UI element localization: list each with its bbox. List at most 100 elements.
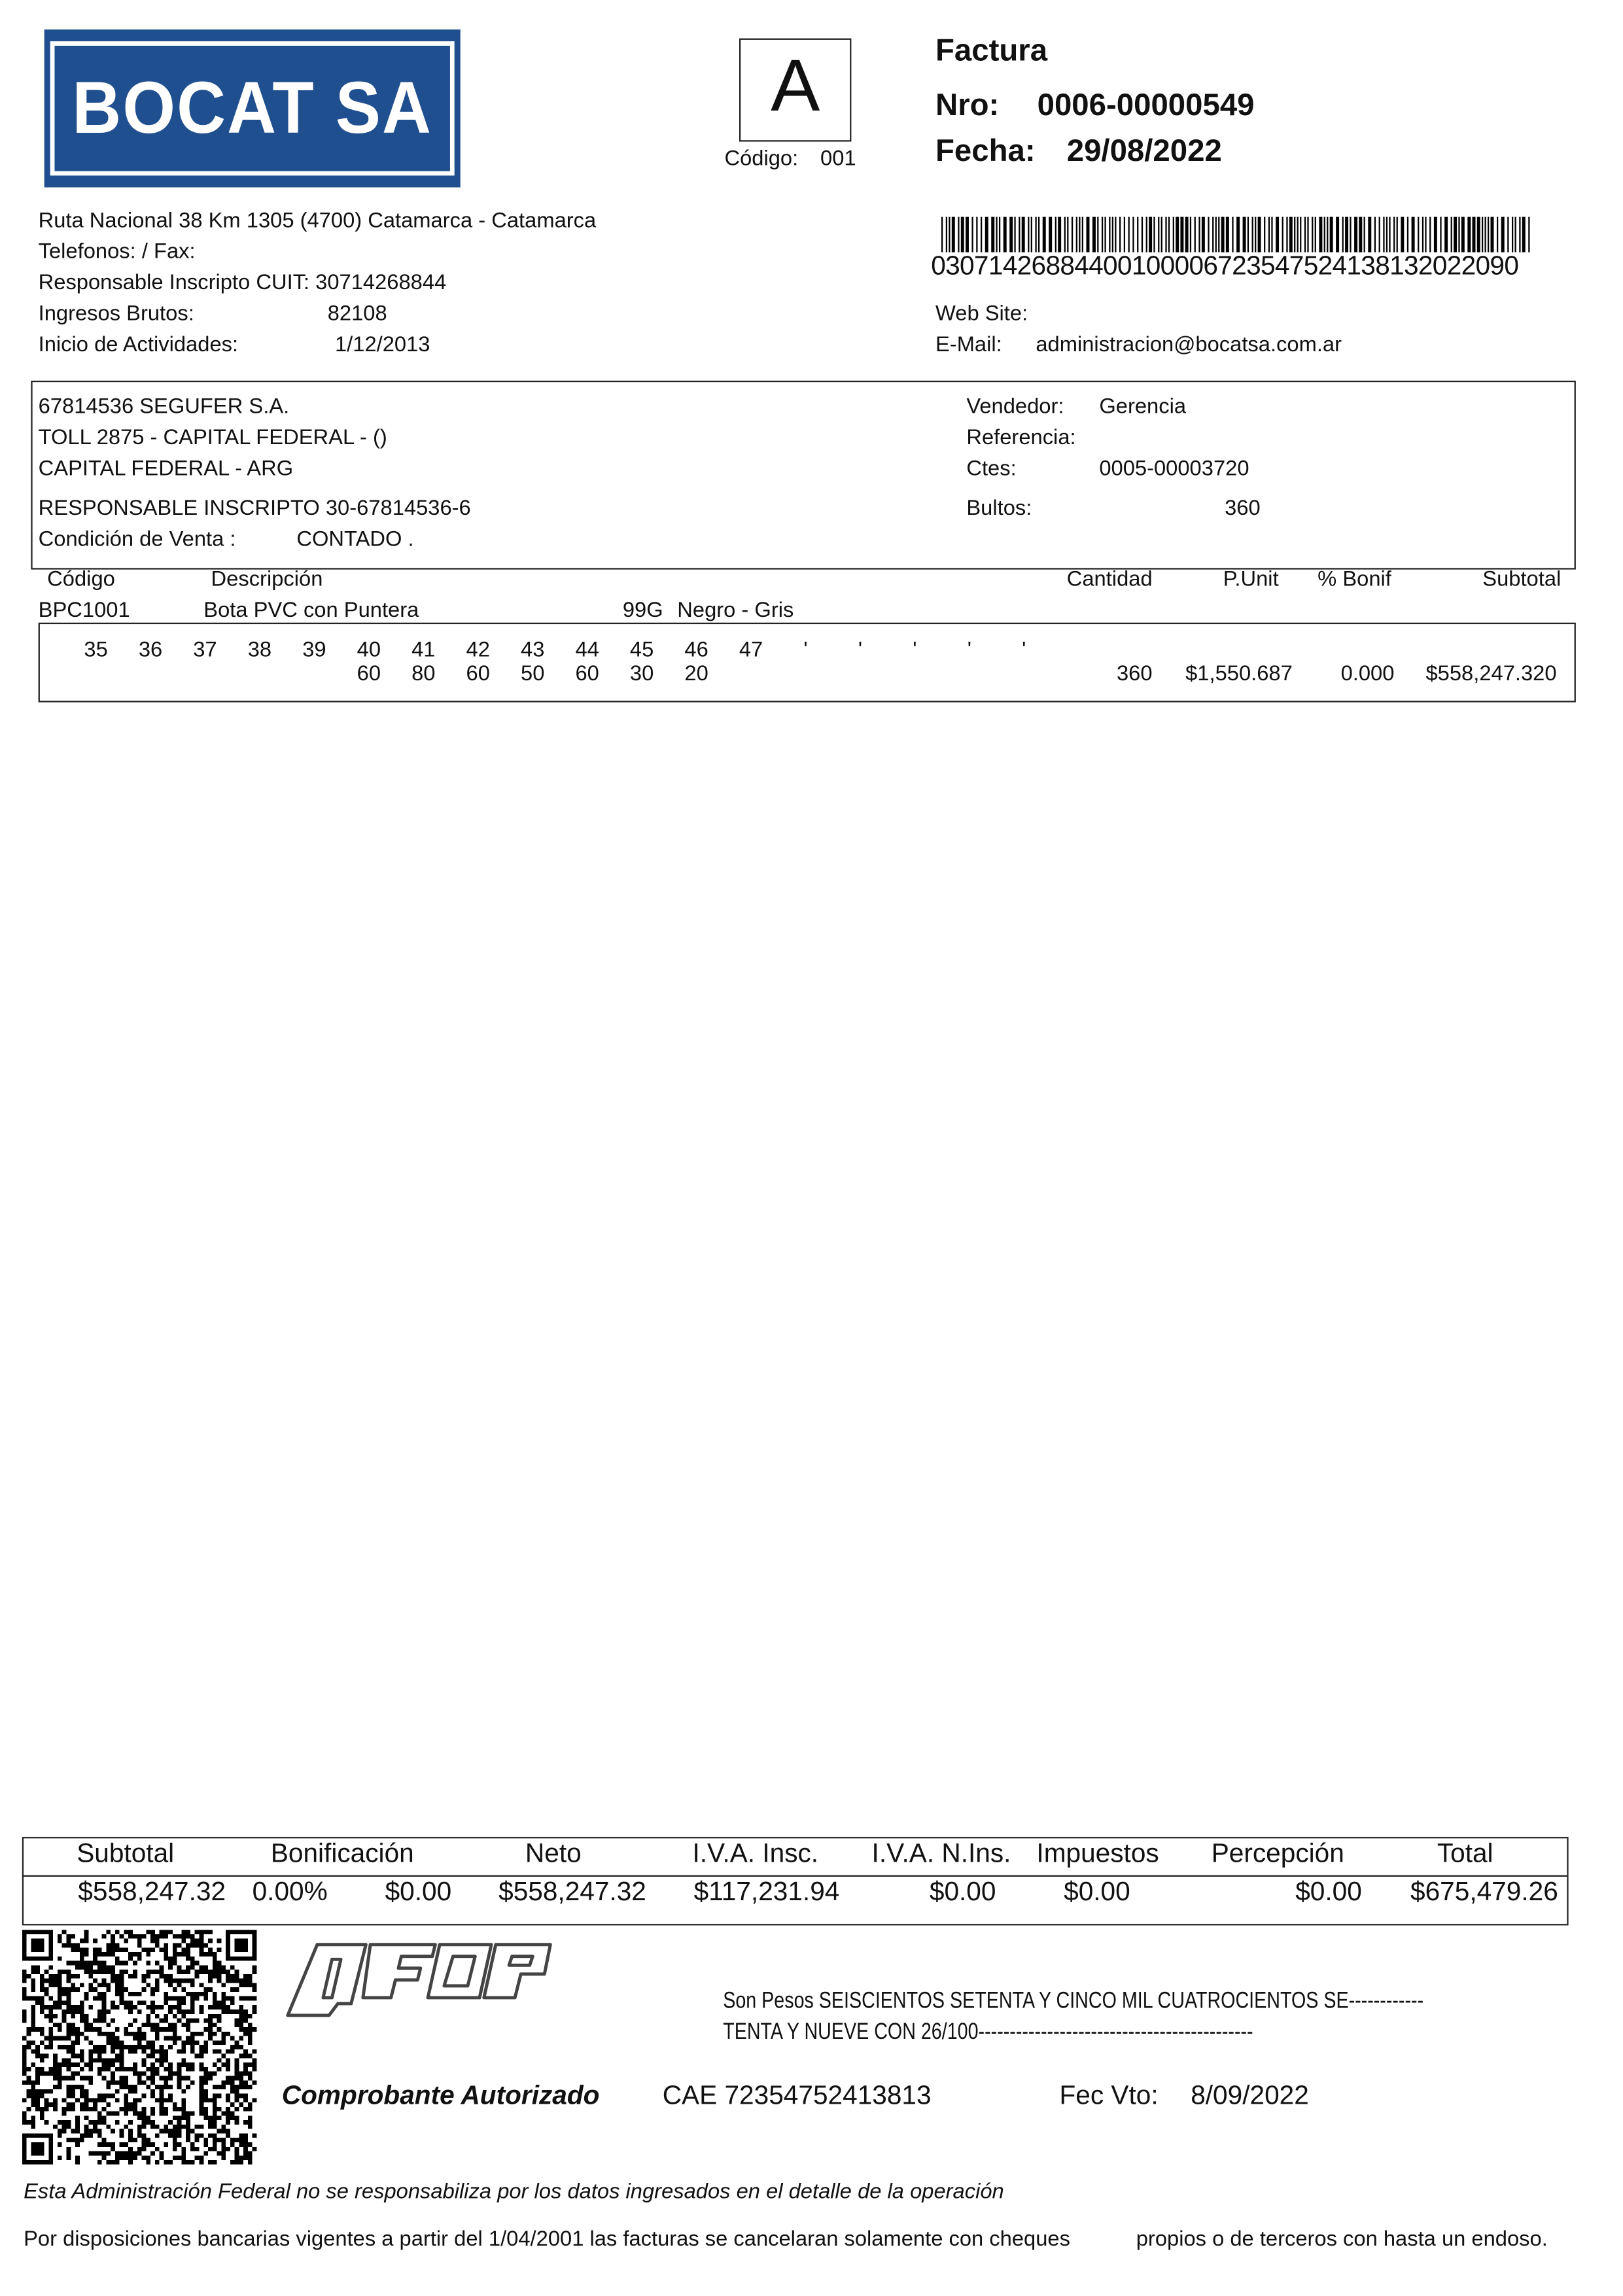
- client-city: CAPITAL FEDERAL - ARG: [38, 457, 294, 481]
- invoice-letter: A: [771, 44, 820, 127]
- iibb-label: Ingresos Brutos:: [38, 302, 194, 326]
- qr-code: [22, 1930, 257, 2165]
- bultos-value: 360: [1225, 497, 1261, 521]
- vendedor-label: Vendedor:: [966, 395, 1064, 419]
- company-cuit: Responsable Inscripto CUIT: 30714268844: [38, 271, 447, 296]
- codigo-value: 001: [820, 147, 856, 171]
- cond-label: Condición de Venta :: [38, 528, 236, 552]
- size-label: ': [858, 638, 863, 663]
- size-label: 40: [357, 638, 381, 663]
- client-name: 67814536 SEGUFER S.A.: [38, 395, 290, 419]
- item-punit: $1,550.687: [1185, 662, 1293, 686]
- size-label: 46: [684, 638, 708, 663]
- totals-divider: [22, 1875, 1567, 1877]
- item-codigo: BPC1001: [38, 599, 130, 623]
- nro-value: 0006-00000549: [1037, 88, 1255, 123]
- totals-value: $675,479.26: [1410, 1876, 1558, 1907]
- col-cantidad: Cantidad: [1066, 568, 1153, 592]
- item-detail-box: [38, 622, 1576, 703]
- item-cantidad: 360: [1116, 662, 1153, 686]
- fec-vto-label: Fec Vto:: [1059, 2080, 1159, 2110]
- size-label: 36: [138, 638, 163, 663]
- fecha-value: 29/08/2022: [1066, 134, 1222, 169]
- client-iva: RESPONSABLE INSCRIPTO 30-67814536-6: [38, 497, 471, 521]
- totals-header: Bonificación: [270, 1838, 414, 1868]
- size-quantity: 50: [521, 662, 545, 686]
- totals-value: $117,231.94: [693, 1876, 840, 1907]
- totals-value: $0.00: [929, 1876, 996, 1907]
- size-label: 44: [575, 638, 599, 663]
- client-address: TOLL 2875 - CAPITAL FEDERAL - (): [38, 426, 387, 450]
- web-label: Web Site:: [935, 302, 1028, 326]
- totals-value: $558,247.32: [498, 1876, 646, 1907]
- totals-header: I.V.A. Insc.: [692, 1838, 819, 1868]
- size-quantity: 20: [684, 662, 708, 686]
- client-box: [31, 380, 1576, 570]
- inicio-label: Inicio de Actividades:: [38, 333, 239, 357]
- fecha-label: Fecha:: [935, 134, 1036, 169]
- nro-label: Nro:: [935, 88, 1000, 123]
- totals-header: Impuestos: [1036, 1838, 1159, 1868]
- bultos-label: Bultos:: [966, 497, 1032, 521]
- email-label: E-Mail:: [935, 333, 1002, 357]
- col-subtotal: Subtotal: [1482, 568, 1562, 592]
- totals-header: Subtotal: [77, 1838, 175, 1868]
- bank-note-2: propios o de terceros con hasta un endos…: [1136, 2227, 1548, 2252]
- item-subtotal: $558,247.320: [1425, 662, 1557, 686]
- totals-value: $558,247.32: [78, 1876, 226, 1907]
- fec-vto-value: 8/09/2022: [1191, 2080, 1309, 2110]
- referencia-label: Referencia:: [966, 426, 1076, 450]
- size-label: 43: [521, 638, 545, 663]
- totals-value: 0.00%: [252, 1876, 328, 1907]
- col-bonif: % Bonif: [1318, 568, 1391, 592]
- cae-number: CAE 72354752413813: [662, 2080, 932, 2110]
- bank-note-1: Por disposiciones bancarias vigentes a p…: [24, 2227, 1070, 2252]
- email-value: administracion@bocatsa.com.ar: [1036, 333, 1342, 357]
- amount-in-words-line1: Son Pesos SEISCIENTOS SETENTA Y CINCO MI…: [723, 1989, 1424, 2014]
- ctes-label: Ctes:: [966, 457, 1017, 481]
- size-label: 38: [247, 638, 272, 663]
- barcode-number: 0307142688440010000672354752413813202209…: [931, 251, 1519, 281]
- totals-header: Neto: [525, 1838, 582, 1868]
- barcode: [941, 217, 1530, 252]
- size-label: ': [1022, 638, 1026, 663]
- iibb-value: 82108: [327, 302, 387, 326]
- amount-in-words-line2: TENTA Y NUEVE CON 26/100----------------…: [723, 2019, 1253, 2045]
- totals-value: $0.00: [1295, 1876, 1362, 1907]
- cond-value: CONTADO .: [296, 528, 414, 552]
- size-label: ': [967, 638, 972, 663]
- company-logo: BOCAT SA: [44, 29, 461, 188]
- size-label: 37: [193, 638, 217, 663]
- comprobante-autorizado: Comprobante Autorizado: [281, 2080, 600, 2110]
- col-punit: P.Unit: [1223, 568, 1279, 592]
- totals-value: $0.00: [385, 1876, 452, 1907]
- size-label: 47: [739, 638, 763, 663]
- col-codigo: Código: [47, 568, 115, 592]
- totals-header: Total: [1437, 1838, 1493, 1868]
- size-label: 39: [302, 638, 326, 663]
- totals-header: Percepción: [1211, 1838, 1344, 1868]
- col-descripcion: Descripción: [211, 568, 323, 592]
- inicio-value: 1/12/2013: [334, 333, 430, 357]
- ctes-value: 0005-00003720: [1099, 457, 1249, 481]
- item-bonif: 0.000: [1340, 662, 1395, 686]
- item-modelo: 99G: [622, 599, 663, 623]
- item-color: Negro - Gris: [677, 599, 794, 623]
- afip-disclaimer: Esta Administración Federal no se respon…: [24, 2180, 1004, 2204]
- size-label: 42: [466, 638, 490, 663]
- size-quantity: 30: [629, 662, 654, 686]
- invoice-letter-box: A: [739, 38, 852, 142]
- size-label: 45: [629, 638, 654, 663]
- invoice-title: Factura: [935, 33, 1048, 68]
- size-label: 35: [84, 638, 108, 663]
- size-quantity: 60: [575, 662, 599, 686]
- totals-header: I.V.A. N.Ins.: [871, 1838, 1011, 1868]
- size-label: 41: [411, 638, 436, 663]
- company-phones: Telefonos: / Fax:: [38, 240, 196, 264]
- totals-value: $0.00: [1064, 1876, 1130, 1907]
- item-descripcion: Bota PVC con Puntera: [203, 599, 419, 623]
- vendedor-value: Gerencia: [1099, 395, 1187, 419]
- company-address: Ruta Nacional 38 Km 1305 (4700) Catamarc…: [38, 209, 597, 234]
- size-label: ': [913, 638, 917, 663]
